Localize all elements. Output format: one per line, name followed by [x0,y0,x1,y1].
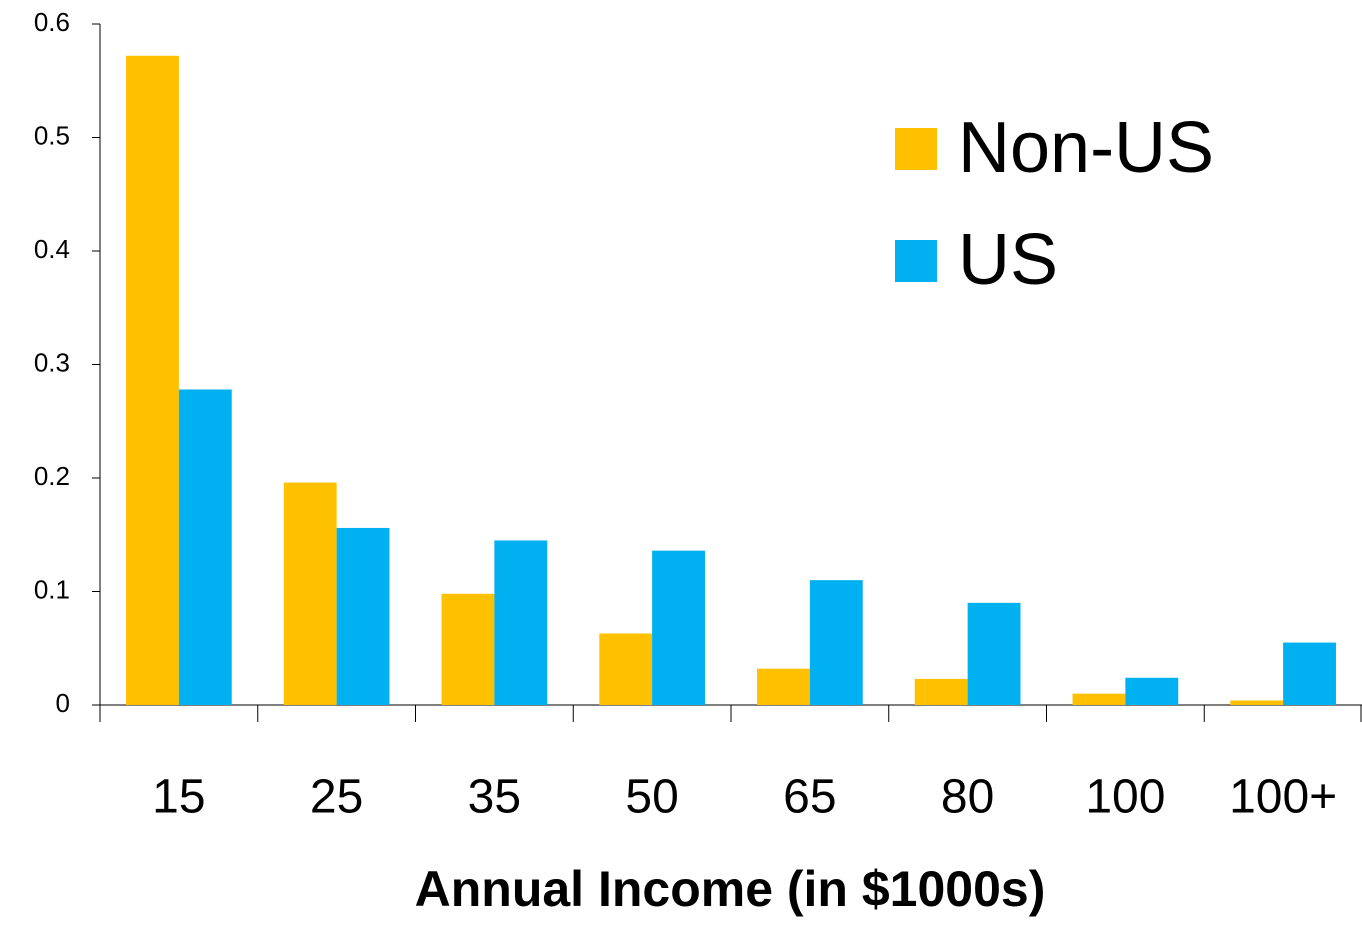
x-tick-label: 100 [1085,771,1165,824]
bar [283,482,337,705]
bar [441,593,495,705]
y-tick-label: 0.1 [34,574,70,604]
bar [1230,700,1284,705]
x-tick-label: 65 [783,771,836,824]
x-tick-label: 15 [152,771,205,824]
bar [178,389,232,705]
x-axis-title: Annual Income (in $1000s) [415,861,1046,917]
y-tick-label: 0 [56,688,70,718]
bar [757,668,810,705]
bar [599,633,653,705]
bar [1125,677,1179,705]
bar [1072,693,1126,705]
x-tick-label: 80 [941,771,994,824]
y-tick-label: 0.2 [34,461,70,491]
bar [914,678,968,705]
y-tick-label: 0.4 [34,234,70,264]
bar [336,527,390,705]
bar [1283,642,1336,705]
x-tick-label: 25 [310,771,363,824]
x-tick-label: 50 [625,771,678,824]
x-tick-label: 100+ [1229,771,1337,824]
legend-swatch [895,128,937,170]
y-tick-label: 0.6 [34,7,70,37]
legend-label: Non-US [958,108,1214,188]
y-tick-label: 0.5 [34,120,70,150]
bar [652,550,705,705]
legend-label: US [958,220,1058,300]
y-tick-label: 0.3 [34,347,70,377]
legend-swatch [895,240,937,282]
x-tick-label: 35 [468,771,521,824]
bar [494,540,548,705]
bar [809,580,863,705]
bar [967,602,1021,705]
bar [126,55,179,705]
